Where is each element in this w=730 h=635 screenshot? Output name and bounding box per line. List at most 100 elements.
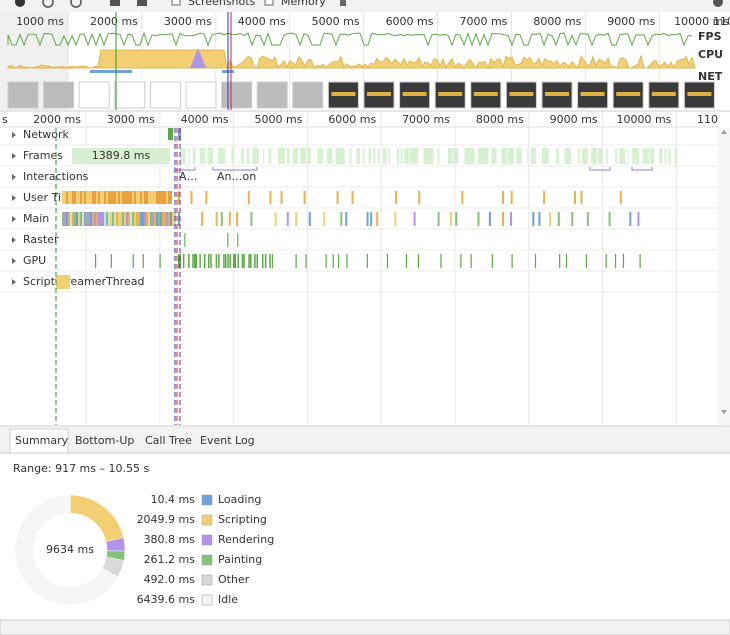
frame <box>636 148 640 164</box>
track-expand-arrow[interactable] <box>12 279 16 285</box>
frame <box>527 148 529 164</box>
frame <box>240 148 244 164</box>
screenshot-detail <box>473 92 498 96</box>
track-label[interactable]: GPU <box>23 254 46 267</box>
donut-total: 9634 ms <box>46 543 94 556</box>
user-timing-bar <box>122 191 124 204</box>
track-expand-arrow[interactable] <box>12 153 16 159</box>
main-task <box>629 212 632 226</box>
main-task <box>142 212 144 226</box>
reload-button[interactable] <box>42 0 54 8</box>
summary-swatch <box>201 554 213 566</box>
user-timing-bar <box>116 191 118 204</box>
user-timing-bar <box>108 191 110 204</box>
user-timing-bar <box>162 191 164 204</box>
track-label[interactable]: ScriptStreamerThread <box>23 275 144 288</box>
frame <box>447 148 453 164</box>
gpu-task <box>405 254 407 268</box>
user-timing-bar <box>126 191 128 204</box>
frame <box>452 148 457 164</box>
main-task <box>168 212 170 226</box>
gc-button[interactable] <box>340 0 346 6</box>
gpu-task <box>194 254 196 268</box>
main-task <box>571 212 574 226</box>
frame <box>338 148 345 164</box>
tab[interactable]: Summary <box>15 434 69 447</box>
main-task <box>608 212 611 226</box>
gpu-task <box>142 254 144 268</box>
track-expand-arrow[interactable] <box>12 132 16 138</box>
tab[interactable]: Event Log <box>200 434 255 447</box>
frame <box>278 148 285 164</box>
track-label[interactable]: Frames <box>23 149 63 162</box>
user-timing-bar <box>66 191 68 204</box>
user-timing-bar <box>247 191 250 204</box>
record-button[interactable] <box>15 0 25 7</box>
main-task <box>108 212 110 226</box>
screenshot-thumbnail <box>7 81 39 109</box>
screenshot-detail <box>402 92 427 96</box>
tab[interactable]: Call Tree <box>145 434 192 447</box>
gpu-task <box>182 254 185 268</box>
overview-ruler-label: 6000 ms <box>386 15 434 28</box>
track-label[interactable]: Main <box>23 212 49 225</box>
gpu-task <box>269 254 271 268</box>
main-task <box>114 212 116 226</box>
screenshot-thumbnail <box>292 81 324 109</box>
overview-lane-label: CPU <box>698 48 723 61</box>
frame <box>292 148 299 164</box>
status-bar <box>0 619 730 635</box>
frame <box>188 148 190 164</box>
user-timing-bar <box>102 191 104 204</box>
track-label[interactable]: Network <box>23 128 70 141</box>
timeline-ruler-label: 7000 ms <box>402 113 450 126</box>
donut-segment <box>69 494 124 542</box>
timeline-ruler-label: 3000 ms <box>107 113 155 126</box>
gpu-task <box>559 254 561 268</box>
overview-ruler-label: 3000 ms <box>164 15 212 28</box>
frame <box>546 148 549 164</box>
frame <box>501 148 507 164</box>
track-expand-arrow[interactable] <box>12 195 16 201</box>
scrollbar[interactable] <box>718 128 730 425</box>
track-label[interactable]: Raster <box>23 233 59 246</box>
script-streamer-task <box>56 275 70 289</box>
raster-task <box>184 233 186 247</box>
user-timing-bar <box>114 191 116 204</box>
main-task <box>220 212 223 226</box>
main-task <box>84 212 86 226</box>
tab[interactable]: Bottom-Up <box>75 434 134 447</box>
gpu-task <box>565 254 568 268</box>
frame <box>252 148 259 164</box>
screenshots-checkbox[interactable] <box>171 0 181 6</box>
frame <box>659 148 663 164</box>
overview-ruler-label: 9000 ms <box>607 15 655 28</box>
main-task <box>76 212 78 226</box>
screenshot-detail <box>509 92 534 96</box>
track-expand-arrow[interactable] <box>12 237 16 243</box>
main-task <box>148 212 150 226</box>
track-expand-arrow[interactable] <box>12 174 16 180</box>
load-button[interactable] <box>110 0 120 6</box>
summary-category: Painting <box>218 553 262 566</box>
settings-button[interactable] <box>713 0 723 7</box>
screenshot-detail <box>616 92 641 96</box>
summary-swatch <box>201 494 213 506</box>
user-timing-bar <box>146 191 148 204</box>
gpu-task <box>132 254 134 268</box>
save-button[interactable] <box>137 0 147 6</box>
track-expand-arrow[interactable] <box>12 258 16 264</box>
track-expand-arrow[interactable] <box>12 216 16 222</box>
memory-label[interactable]: Memory <box>281 0 326 8</box>
main-task <box>488 212 491 226</box>
scroll-down[interactable] <box>721 410 727 414</box>
memory-checkbox[interactable] <box>264 0 274 6</box>
screenshot-detail <box>331 92 356 96</box>
main-task <box>112 212 114 226</box>
scroll-up[interactable] <box>721 130 727 134</box>
overview-ruler-label: 8000 ms <box>533 15 581 28</box>
frame <box>627 148 629 164</box>
main-task <box>96 212 98 226</box>
clear-button[interactable] <box>70 0 82 8</box>
screenshots-label[interactable]: Screenshots <box>188 0 256 8</box>
